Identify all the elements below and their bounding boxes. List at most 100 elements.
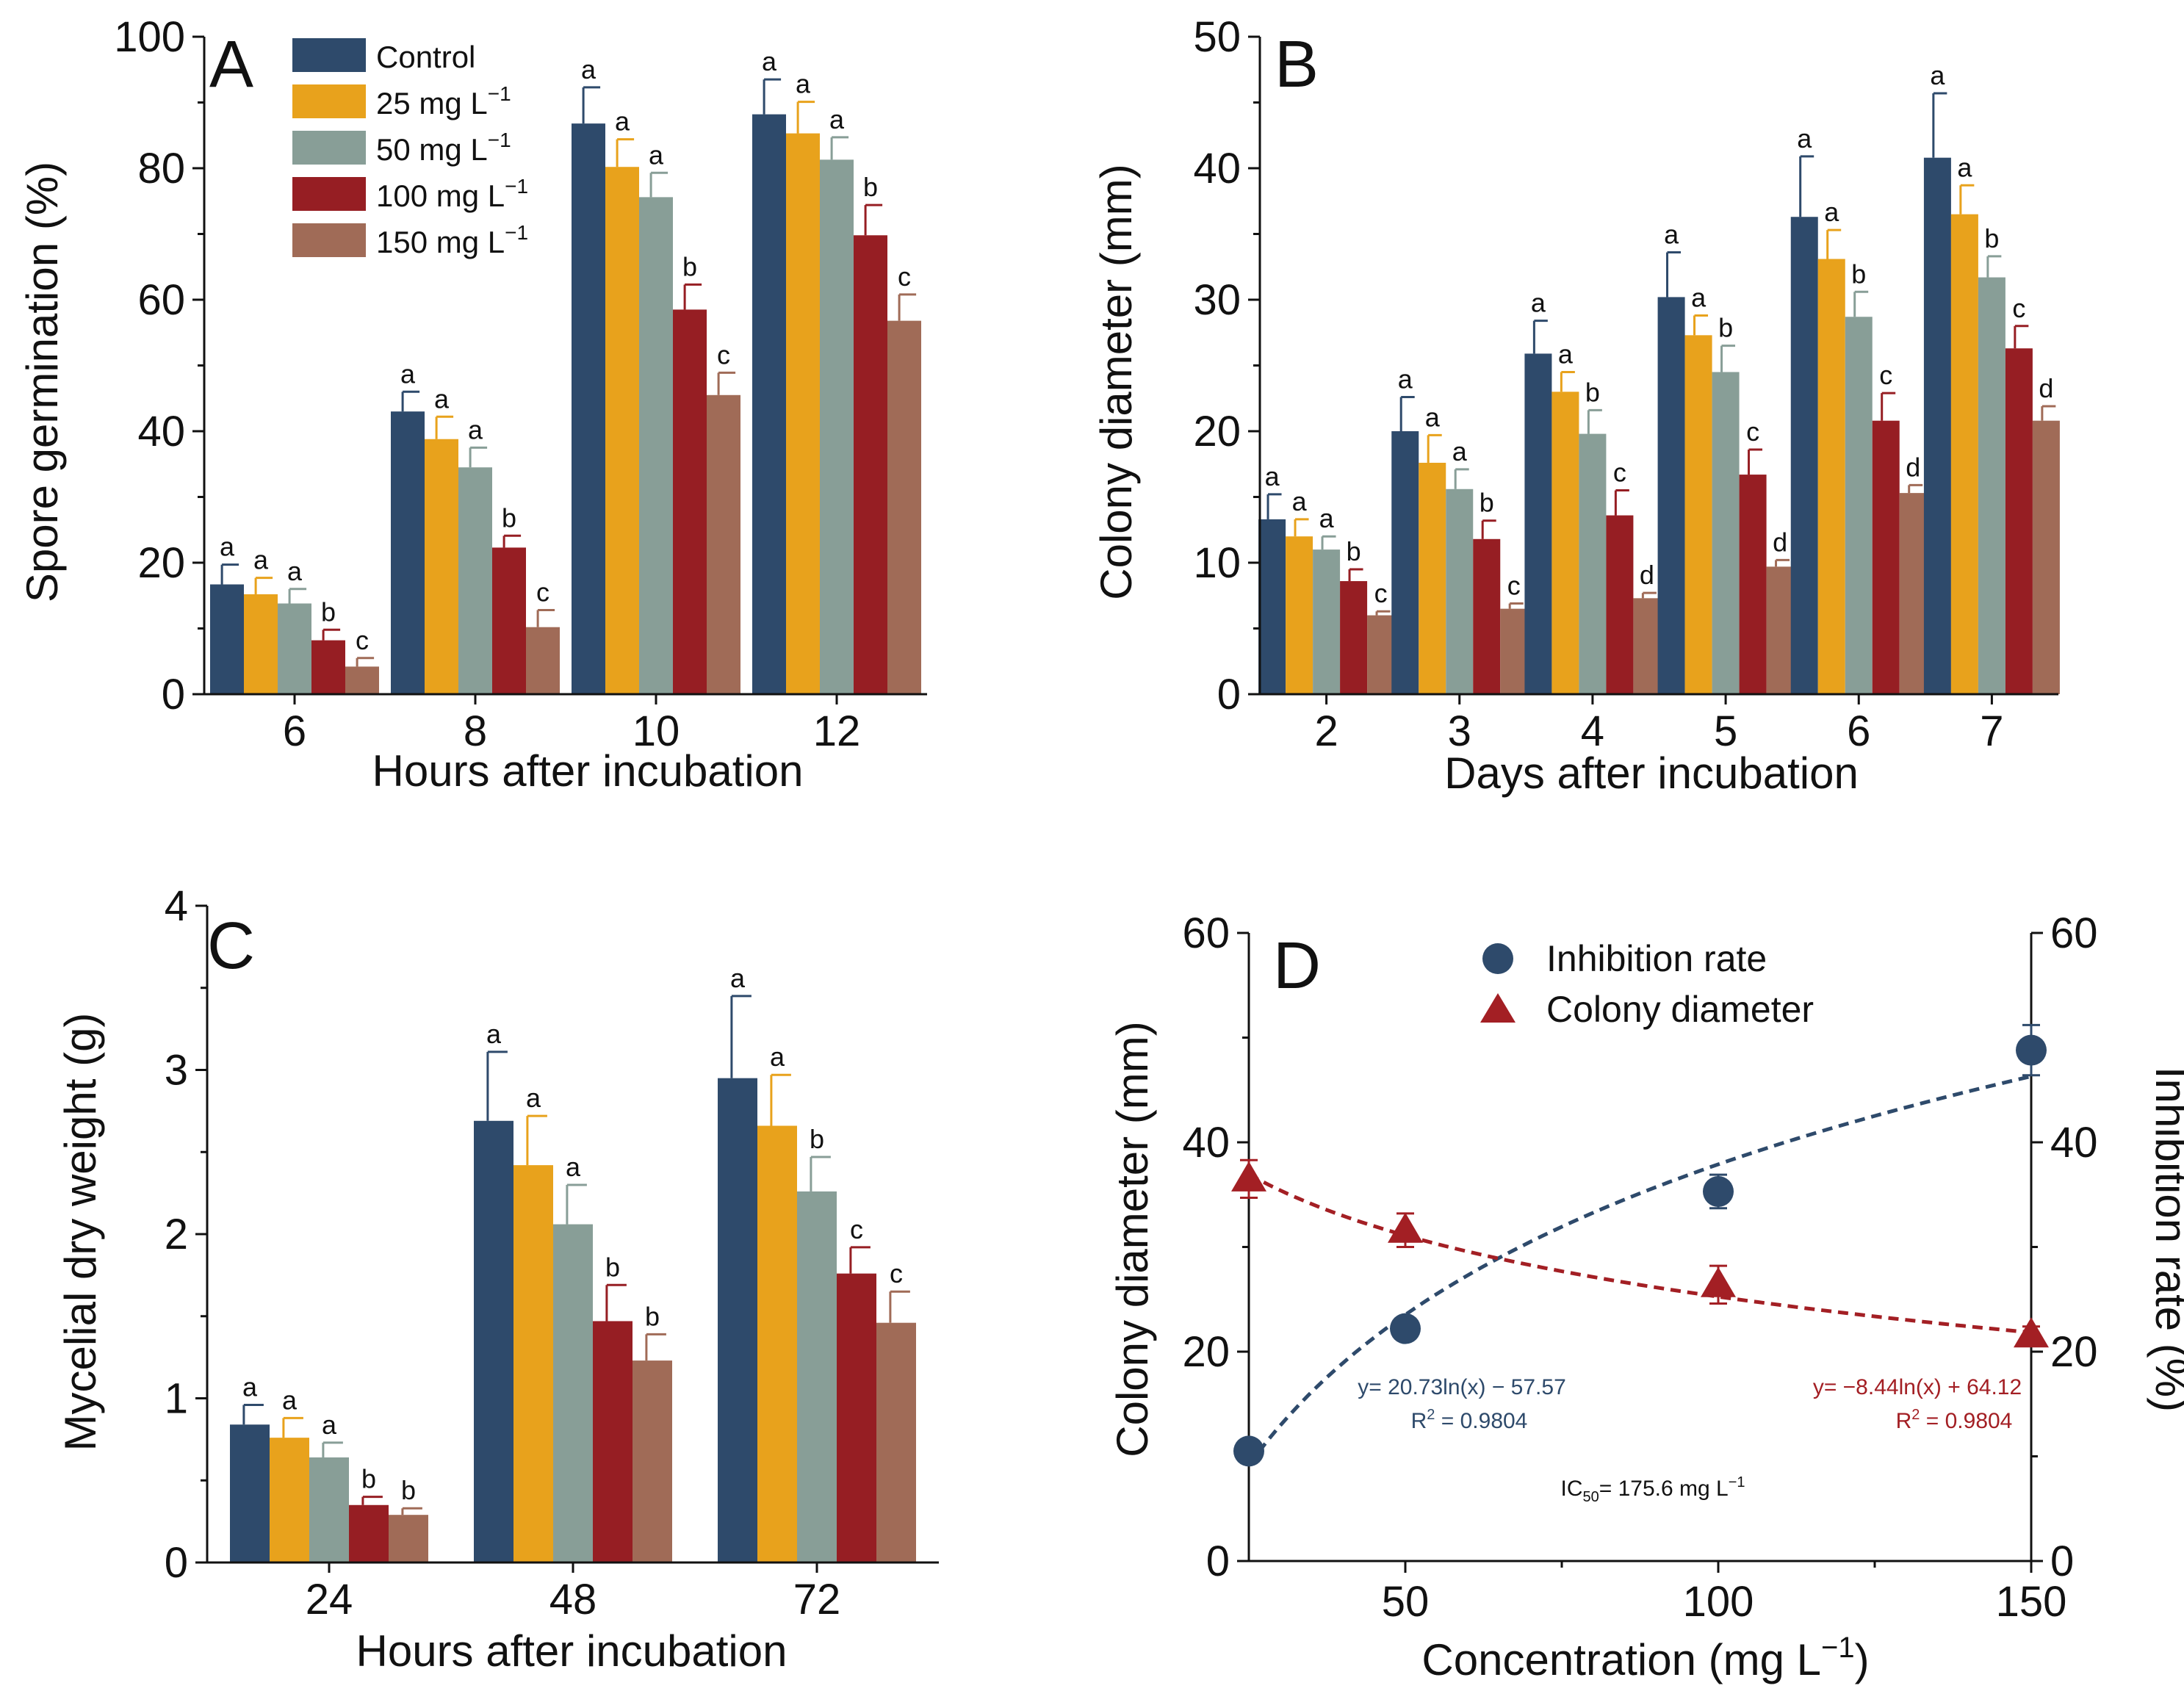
y-tick-label: 30: [1193, 276, 1241, 324]
legend-label-100: 100 mg L−1: [376, 175, 528, 213]
bar-25-5: [1684, 335, 1712, 694]
significance-letter: a: [1531, 288, 1546, 318]
fit-curve-colony: [1247, 1172, 2032, 1335]
panel-a-x-axis-label: Hours after incubation: [372, 746, 804, 796]
point-inhibition: [1390, 1313, 1421, 1344]
significance-letter: c: [850, 1214, 863, 1244]
right-y-tick-label: 60: [2050, 909, 2098, 957]
fit-r2-colony: R2 = 0.9804: [1896, 1407, 2013, 1433]
left-y-tick-label: 40: [1182, 1119, 1230, 1167]
ic50-annotation: IC50= 175.6 mg L−1: [1560, 1474, 1745, 1505]
significance-letter: b: [1718, 313, 1733, 343]
bar-50-4: [1579, 433, 1607, 694]
y-tick-label: 50: [1193, 13, 1241, 61]
significance-letter: a: [1398, 364, 1413, 394]
panel-d-right-y-axis-label: Inhibition rate (%): [2147, 1067, 2184, 1412]
bar-control-24: [230, 1424, 270, 1562]
bar-100-2: [1340, 581, 1368, 694]
significance-letter: b: [863, 172, 878, 202]
significance-letter: b: [1984, 223, 1999, 253]
y-tick-label: 100: [114, 13, 185, 61]
bar-control-5: [1657, 297, 1685, 694]
bar-100-5: [1739, 475, 1767, 694]
bar-150-3: [1500, 608, 1528, 694]
panel-c-axes: 24 48 72 0 1 2 3 4: [165, 882, 939, 1623]
y-tick-label: 2: [165, 1211, 188, 1258]
significance-letter: a: [770, 1042, 785, 1072]
bar-150-24: [389, 1515, 428, 1562]
significance-letter: a: [220, 532, 235, 562]
x-tick-label: 8: [464, 707, 487, 755]
significance-letter: d: [1640, 560, 1654, 590]
bar-50-8: [458, 467, 492, 694]
significance-letter: c: [1879, 360, 1892, 390]
significance-letter: a: [253, 545, 269, 575]
panel-c-label: C: [207, 909, 255, 983]
y-tick-label: 0: [1217, 671, 1241, 718]
y-tick-label: 10: [1193, 539, 1241, 587]
bar-control-3: [1391, 431, 1419, 694]
significance-letter: b: [605, 1252, 620, 1282]
significance-letter: a: [1957, 152, 1972, 182]
legend-marker-colony: [1480, 993, 1516, 1023]
significance-letter: a: [1452, 436, 1468, 466]
y-tick-label: 40: [137, 408, 185, 455]
y-tick-label: 1: [165, 1375, 188, 1423]
significance-letter: a: [762, 46, 777, 76]
significance-letter: a: [796, 69, 811, 99]
x-tick-label: 2: [1314, 707, 1338, 755]
significance-letter: a: [486, 1019, 502, 1049]
bar-50-3: [1446, 489, 1474, 694]
right-y-tick-label: 20: [2050, 1328, 2098, 1376]
bar-100-10: [673, 309, 707, 694]
panel-a-legend: Control 25 mg L−1 50 mg L−1 100 mg L−1 1…: [292, 38, 528, 259]
bar-150-48: [633, 1360, 672, 1562]
panel-a-label: A: [209, 28, 253, 101]
bar-100-48: [593, 1321, 633, 1562]
legend-label-inhibition: Inhibition rate: [1546, 938, 1767, 979]
bar-150-2: [1367, 615, 1395, 694]
x-tick-label: 7: [1980, 707, 2003, 755]
significance-letter: b: [1851, 259, 1866, 289]
significance-letter: c: [356, 625, 369, 655]
bar-150-8: [526, 627, 560, 694]
significance-letter: a: [829, 104, 845, 134]
bar-25-72: [757, 1125, 797, 1562]
panel-c-error-bars: [242, 995, 910, 1515]
significance-letter: a: [1292, 486, 1308, 516]
bar-control-6: [210, 584, 244, 694]
fit-equation-inhibition: y= 20.73ln(x) − 57.57 R2 = 0.9804: [1358, 1375, 1566, 1433]
significance-letter: a: [1930, 60, 1945, 90]
bar-25-3: [1419, 462, 1446, 694]
legend-label-50: 50 mg L−1: [376, 129, 511, 167]
bar-50-72: [797, 1191, 837, 1562]
bar-150-6: [345, 666, 379, 694]
significance-letter: d: [1773, 527, 1787, 557]
panel-a-y-axis-label: Spore germination (%): [18, 162, 67, 602]
significance-letter: d: [1906, 452, 1920, 482]
bar-100-8: [492, 547, 526, 694]
x-tick-label: 48: [549, 1576, 597, 1623]
legend-marker-inhibition: [1482, 943, 1513, 974]
significance-letter: a: [1265, 461, 1280, 491]
bar-100-24: [349, 1504, 389, 1562]
significance-letter: b: [682, 251, 697, 281]
significance-letter: a: [242, 1371, 258, 1402]
bar-25-8: [425, 439, 458, 694]
legend-label-control: Control: [376, 40, 475, 74]
bar-control-8: [391, 411, 425, 694]
significance-letter: c: [890, 1258, 903, 1288]
significance-letter: b: [502, 502, 516, 533]
bar-50-6: [278, 603, 311, 694]
significance-letter: c: [1507, 570, 1521, 600]
bar-50-12: [820, 159, 854, 695]
y-tick-label: 20: [1193, 408, 1241, 455]
point-colony: [1388, 1212, 1423, 1243]
bar-25-2: [1286, 536, 1313, 694]
bar-25-4: [1551, 392, 1579, 694]
legend-swatch-100: [292, 177, 366, 211]
panel-c-x-axis-label: Hours after incubation: [356, 1626, 788, 1676]
